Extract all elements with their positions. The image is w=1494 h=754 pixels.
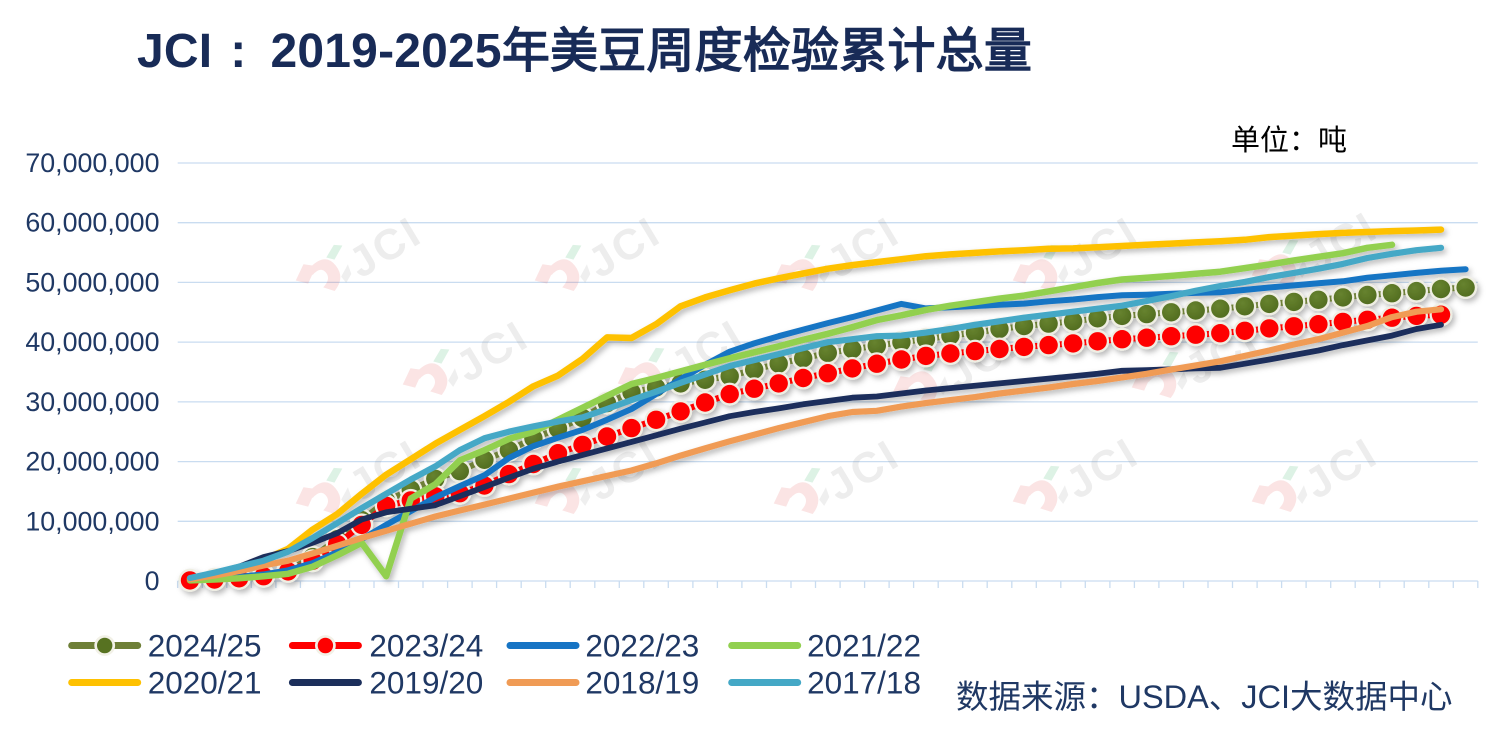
svg-text:50,000,000: 50,000,000 [25,267,159,297]
svg-text:2018/19: 2018/19 [585,665,699,701]
svg-text:10,000,000: 10,000,000 [25,506,159,536]
svg-text:40,000,000: 40,000,000 [25,327,159,357]
svg-text:JCI:2019-2025年美豆周度检验累计总量: JCI:2019-2025年美豆周度检验累计总量 [137,25,1032,78]
svg-text:2021/22: 2021/22 [807,628,921,664]
svg-text:数据来源：USDA、JCI大数据中心: 数据来源：USDA、JCI大数据中心 [956,679,1453,715]
svg-text:2022/23: 2022/23 [585,628,699,664]
svg-text:0: 0 [145,566,160,596]
svg-text:70,000,000: 70,000,000 [25,148,159,178]
svg-text:30,000,000: 30,000,000 [25,387,159,417]
svg-text:2024/25: 2024/25 [148,628,262,664]
svg-text:单位：吨: 单位：吨 [1231,124,1347,157]
svg-text:2023/24: 2023/24 [369,628,483,664]
svg-text:60,000,000: 60,000,000 [25,208,159,238]
svg-text:2017/18: 2017/18 [807,665,921,701]
svg-text:20,000,000: 20,000,000 [25,447,159,477]
svg-text:2019/20: 2019/20 [369,665,483,701]
svg-text:2020/21: 2020/21 [148,665,262,701]
